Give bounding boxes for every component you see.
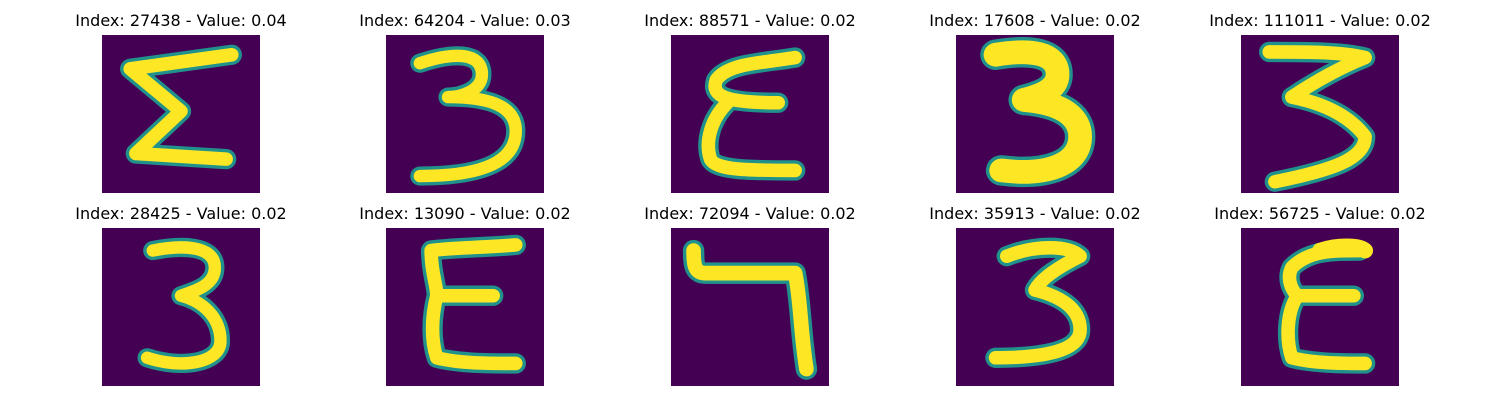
panel-title: Index: 35913 - Value: 0.02 xyxy=(929,204,1141,223)
panel-4: Index: 17608 - Value: 0.02 xyxy=(893,11,1177,201)
panel-title: Index: 17608 - Value: 0.02 xyxy=(929,11,1141,30)
panel-title: Index: 13090 - Value: 0.02 xyxy=(359,204,571,223)
panel-title: Index: 88571 - Value: 0.02 xyxy=(644,11,856,30)
digit-image xyxy=(102,35,260,193)
panel-title: Index: 56725 - Value: 0.02 xyxy=(1214,204,1426,223)
panel-title: Index: 111011 - Value: 0.02 xyxy=(1209,11,1431,30)
digit-image xyxy=(671,228,829,386)
panel-8: Index: 72094 - Value: 0.02 xyxy=(608,204,892,394)
digit-image xyxy=(1241,35,1399,193)
digit-image xyxy=(386,35,544,193)
panel-title: Index: 28425 - Value: 0.02 xyxy=(75,204,287,223)
panel-10: Index: 56725 - Value: 0.02 xyxy=(1178,204,1462,394)
panel-1: Index: 27438 - Value: 0.04 xyxy=(39,11,323,201)
digit-image xyxy=(671,35,829,193)
digit-image xyxy=(1241,228,1399,386)
digit-image xyxy=(956,35,1114,193)
panel-9: Index: 35913 - Value: 0.02 xyxy=(893,204,1177,394)
panel-3: Index: 88571 - Value: 0.02 xyxy=(608,11,892,201)
digit-image xyxy=(386,228,544,386)
panel-title: Index: 64204 - Value: 0.03 xyxy=(359,11,571,30)
panel-6: Index: 28425 - Value: 0.02 xyxy=(39,204,323,394)
digit-image xyxy=(102,228,260,386)
digit-image xyxy=(956,228,1114,386)
panel-5: Index: 111011 - Value: 0.02 xyxy=(1178,11,1462,201)
panel-7: Index: 13090 - Value: 0.02 xyxy=(323,204,607,394)
panel-title: Index: 27438 - Value: 0.04 xyxy=(75,11,287,30)
panel-2: Index: 64204 - Value: 0.03 xyxy=(323,11,607,201)
panel-title: Index: 72094 - Value: 0.02 xyxy=(644,204,856,223)
